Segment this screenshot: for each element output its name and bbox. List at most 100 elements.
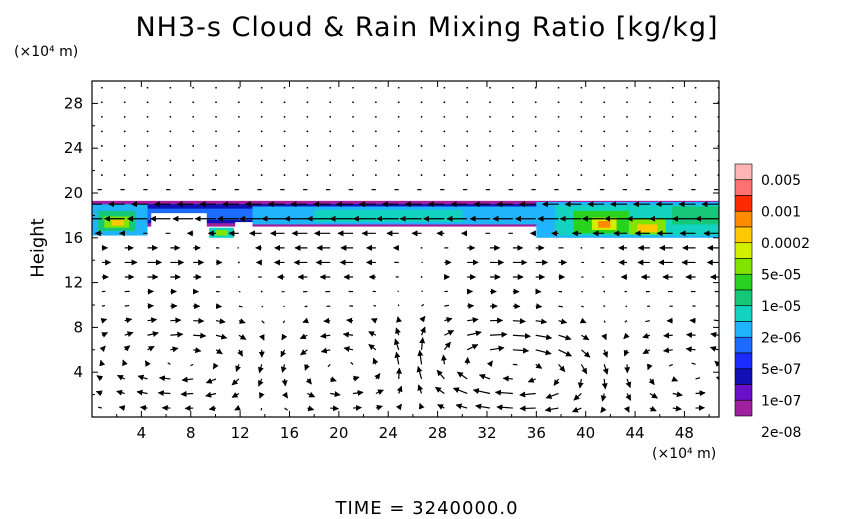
wind-point <box>443 86 446 89</box>
wind-point <box>352 115 354 118</box>
wind-arrow <box>649 392 658 399</box>
wind-arrow <box>573 393 582 401</box>
wind-arrow <box>671 376 679 382</box>
wind-point <box>260 115 263 118</box>
y-axis: 4 8 12 16 20 24 28 <box>64 94 719 396</box>
wind-arrow <box>478 374 491 380</box>
wind-arrow <box>167 362 171 365</box>
wind-point <box>671 130 674 133</box>
wind-point <box>237 261 240 264</box>
wind-point <box>352 86 354 89</box>
x-axis-unit: (×10⁴ m) <box>652 446 717 462</box>
wind-point <box>626 145 628 147</box>
wind-point <box>489 174 491 176</box>
wind-point <box>580 145 583 147</box>
wind-point <box>237 130 240 133</box>
wind-arrow <box>646 363 653 371</box>
wind-point <box>603 101 606 104</box>
wind-point <box>580 246 583 249</box>
colorbar-label: 0.005 <box>761 173 801 189</box>
wind-arrow <box>101 304 106 307</box>
wind-arrow <box>212 362 219 370</box>
wind-arrow <box>123 345 131 352</box>
wind-point <box>603 130 606 133</box>
wind-arrow <box>100 317 108 324</box>
wind-arrow <box>558 334 572 341</box>
wind-arrow <box>282 320 286 324</box>
wind-arrow <box>558 349 572 357</box>
wind-arrow <box>535 362 543 369</box>
wind-point <box>397 101 400 104</box>
wind-arrow <box>579 317 587 324</box>
wind-arrow <box>714 360 719 368</box>
wind-point <box>511 86 514 89</box>
wind-point <box>397 115 400 118</box>
wind-arrow <box>96 375 104 382</box>
colorbar-label: 5e-07 <box>761 362 801 378</box>
wind-arrow <box>374 373 381 380</box>
wind-point <box>511 130 514 133</box>
wind-arrow <box>396 316 402 323</box>
wind-arrow <box>259 333 265 341</box>
wind-arrow <box>136 389 148 396</box>
wind-arrow <box>170 331 184 338</box>
wind-point <box>648 174 651 176</box>
wind-point <box>671 145 674 147</box>
wind-arrow <box>99 359 106 367</box>
wind-point <box>671 86 674 89</box>
cloud-patch <box>314 209 463 223</box>
cloud-patch <box>111 219 125 226</box>
wind-point <box>352 130 354 133</box>
wind-point <box>123 174 126 176</box>
wind-point <box>603 115 606 118</box>
wind-point <box>443 130 446 133</box>
wind-point <box>466 145 469 147</box>
wind-point <box>352 101 354 104</box>
wind-arrow <box>397 290 399 293</box>
wind-point <box>329 101 332 104</box>
wind-arrow <box>668 363 673 367</box>
wind-point <box>397 145 400 147</box>
colorbar-swatch <box>734 336 753 354</box>
x-tick-label: 20 <box>329 424 348 442</box>
wind-point <box>306 174 309 176</box>
x-axis: 4 8 12 16 20 24 28 32 36 40 44 48 <box>116 81 710 442</box>
wind-arrow <box>282 391 289 399</box>
x-tick-label: 16 <box>280 424 299 442</box>
wind-point <box>237 145 240 147</box>
y-tick-label: 16 <box>64 229 83 247</box>
wind-point <box>123 86 126 89</box>
wind-point <box>169 145 172 147</box>
wind-arrow <box>124 317 133 324</box>
wind-point <box>557 101 560 104</box>
cloud-gap <box>235 222 253 238</box>
cloud-patch <box>672 206 719 225</box>
wind-arrow <box>101 332 109 338</box>
wind-arrow <box>419 337 426 350</box>
wind-point <box>466 101 469 104</box>
wind-arrow <box>489 345 505 352</box>
wind-arrow <box>418 402 425 410</box>
wind-point <box>626 174 628 176</box>
wind-point <box>306 130 309 133</box>
colorbar-label: 2e-08 <box>761 425 801 441</box>
colorbar-swatch <box>734 258 753 275</box>
wind-point <box>626 86 628 89</box>
wind-arrow <box>577 378 584 389</box>
wind-point <box>557 115 560 118</box>
wind-point <box>626 159 628 162</box>
wind-arrow <box>205 391 217 398</box>
wind-arrow <box>280 349 287 358</box>
wind-arrow <box>623 332 630 340</box>
colorbar-swatch <box>734 368 753 385</box>
wind-point <box>534 174 537 176</box>
colorbar-label: 0.001 <box>761 204 801 220</box>
wind-arrow <box>372 357 379 365</box>
wind-arrow <box>122 359 128 367</box>
wind-point <box>192 115 195 118</box>
wind-arrow <box>330 405 339 412</box>
wind-point <box>146 101 149 104</box>
wind-point <box>306 86 309 89</box>
wind-arrow <box>396 367 403 379</box>
wind-arrow <box>330 391 341 398</box>
